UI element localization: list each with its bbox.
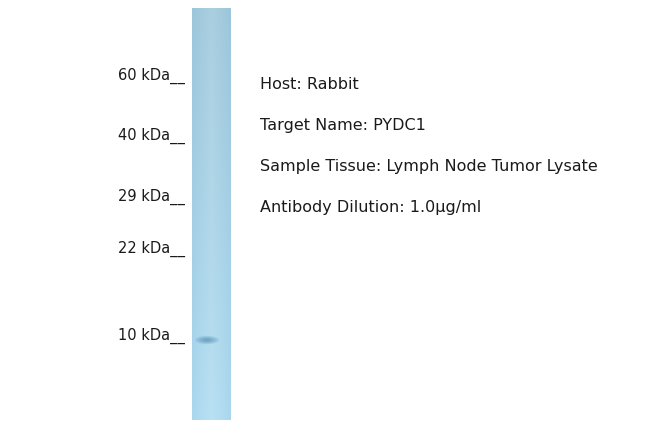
Text: 29 kDa__: 29 kDa__ (118, 189, 185, 205)
Text: Sample Tissue: Lymph Node Tumor Lysate: Sample Tissue: Lymph Node Tumor Lysate (260, 159, 598, 174)
Text: 60 kDa__: 60 kDa__ (118, 68, 185, 84)
Text: Target Name: PYDC1: Target Name: PYDC1 (260, 118, 426, 133)
Text: 22 kDa__: 22 kDa__ (118, 241, 185, 257)
Text: Host: Rabbit: Host: Rabbit (260, 77, 359, 92)
Text: Antibody Dilution: 1.0µg/ml: Antibody Dilution: 1.0µg/ml (260, 200, 481, 215)
Text: 40 kDa__: 40 kDa__ (118, 128, 185, 145)
Text: 10 kDa__: 10 kDa__ (118, 327, 185, 344)
